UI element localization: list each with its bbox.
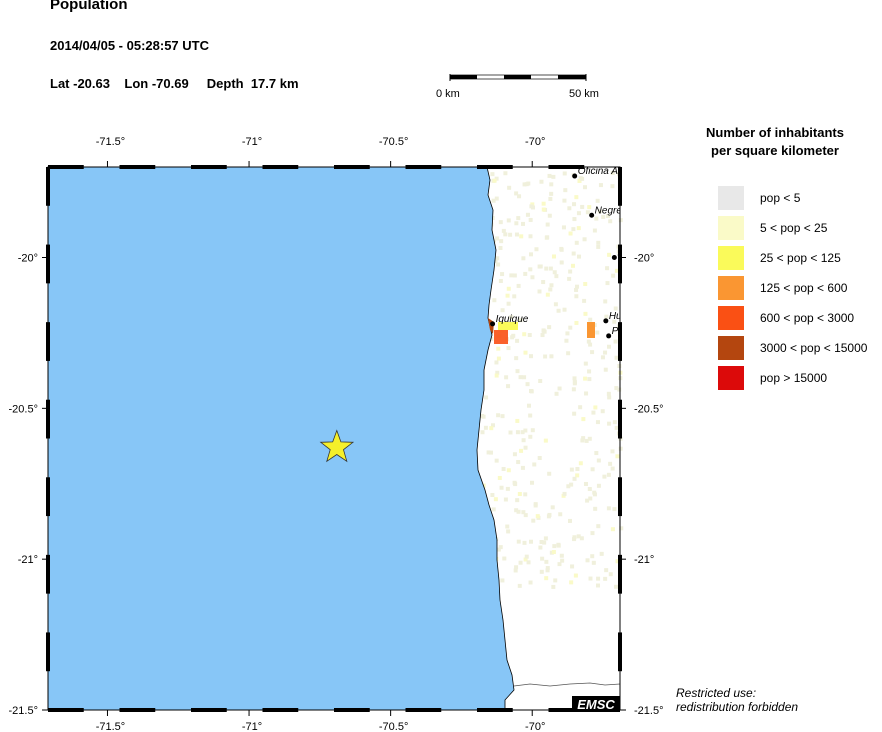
- city-label: Hua: [617, 248, 636, 259]
- city-marker-icon[interactable]: [589, 212, 595, 218]
- city-marker-icon[interactable]: [603, 318, 609, 324]
- scale-bar: [449, 74, 587, 81]
- city-marker-icon[interactable]: [606, 333, 612, 339]
- lon-tick-label: -70.5°: [379, 721, 408, 732]
- legend-label: 25 < pop < 125: [760, 251, 841, 265]
- legend-swatch: [718, 246, 744, 270]
- legend-label: 125 < pop < 600: [760, 281, 848, 295]
- sea-area: [47, 166, 515, 711]
- legend-label: 5 < pop < 25: [760, 221, 828, 235]
- lon-tick-label: -71.5°: [96, 721, 125, 732]
- lat-tick-label: -21.5°: [9, 705, 38, 717]
- emsc-logo: [572, 696, 620, 712]
- city-marker-icon[interactable]: [572, 173, 578, 179]
- city-label: Oficina Ang: [578, 166, 630, 177]
- legend-item: 25 < pop < 125: [718, 246, 841, 270]
- epicenter-star-icon[interactable]: [319, 429, 355, 463]
- event-datetime: 2014/04/05 - 05:28:57 UTC: [50, 38, 209, 53]
- legend-swatch: [718, 276, 744, 300]
- legend-label: pop > 15000: [760, 371, 828, 385]
- population-density-layer: [480, 171, 624, 589]
- legend-title-line2: per square kilometer: [711, 143, 839, 158]
- lat-tick-label: -20°: [634, 253, 654, 265]
- lat-tick-label: -21°: [634, 554, 654, 566]
- population-map[interactable]: -71.5° -71.5° -71° -71° -70.5° -70.5° -70° -70°…: [0, 0, 670, 732]
- scale-start-label: 0 km: [436, 88, 460, 100]
- lat-tick-label: -21°: [18, 554, 38, 566]
- usage-note: Restricted use: redistribution forbidden: [676, 686, 798, 714]
- legend-item: 5 < pop < 25: [718, 216, 827, 240]
- city-label: Pozo: [612, 326, 635, 337]
- page-title: Population: [50, 0, 128, 13]
- city-label: Humb: [609, 311, 636, 322]
- legend-label: 3000 < pop < 15000: [760, 341, 868, 355]
- lon-tick-label: -71°: [242, 136, 262, 148]
- usage-note-line2: redistribution forbidden: [676, 700, 799, 714]
- lat-tick-label: -20.5°: [9, 403, 38, 415]
- legend-swatch: [718, 336, 744, 360]
- event-location: Lat -20.63 Lon -70.69 Depth 17.7 km: [50, 76, 299, 91]
- city-marker-icon[interactable]: [629, 505, 634, 510]
- usage-note-line1: Restricted use:: [676, 686, 757, 700]
- legend-item: 125 < pop < 600: [718, 276, 847, 300]
- city-marker-icon[interactable]: [611, 255, 617, 260]
- emsc-logo-text: EMSC: [577, 697, 615, 712]
- city-marker-icon[interactable]: [490, 321, 496, 327]
- legend-title-line1: Number of inhabitants: [706, 125, 844, 140]
- legend-swatch: [718, 186, 744, 210]
- legend-title: Number of inhabitants per square kilomet…: [690, 124, 860, 160]
- lon-tick-label: -70°: [525, 721, 545, 732]
- legend-item: pop < 5: [718, 186, 800, 210]
- city-label: Negreiro: [595, 205, 634, 216]
- legend-swatch: [718, 216, 744, 240]
- legend-swatch: [718, 366, 744, 390]
- city-label: Iquique: [496, 314, 529, 325]
- lon-tick-label: -71°: [242, 721, 262, 732]
- lat-tick-label: -21.5°: [634, 705, 663, 717]
- lat-tick-label: -20.5°: [634, 403, 663, 415]
- legend-swatch: [718, 306, 744, 330]
- lat-tick-label: -20°: [18, 253, 38, 265]
- legend-item: 3000 < pop < 15000: [718, 336, 867, 360]
- lon-tick-label: -70.5°: [379, 136, 408, 148]
- scale-end-label: 50 km: [569, 88, 599, 100]
- legend-label: pop < 5: [760, 191, 801, 205]
- legend-label: 600 < pop < 3000: [760, 311, 855, 325]
- lon-tick-label: -71.5°: [96, 136, 125, 148]
- legend-item: pop > 15000: [718, 366, 827, 390]
- legend-item: 600 < pop < 3000: [718, 306, 854, 330]
- map-frame: -71.5° -71.5° -71° -71° -70.5° -70.5° -70° -70°…: [9, 136, 664, 732]
- lon-tick-label: -70°: [525, 136, 545, 148]
